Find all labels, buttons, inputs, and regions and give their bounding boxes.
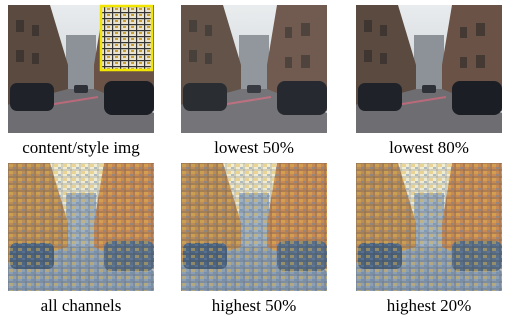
page: content/style img lowest 50% lowest 80% … xyxy=(0,0,507,317)
caption: highest 50% xyxy=(212,296,297,315)
panel-image xyxy=(356,163,502,291)
panel-image xyxy=(181,163,327,291)
caption: all channels xyxy=(41,296,122,315)
panel-image xyxy=(356,5,502,133)
panel-image xyxy=(8,5,154,133)
caption: content/style img xyxy=(22,138,140,157)
figure: content/style img lowest 50% lowest 80% … xyxy=(0,0,507,317)
caption: highest 20% xyxy=(387,296,472,315)
caption: lowest 80% xyxy=(389,138,469,157)
panel-image xyxy=(8,163,154,291)
caption: lowest 50% xyxy=(214,138,294,157)
panel-image xyxy=(181,5,327,133)
